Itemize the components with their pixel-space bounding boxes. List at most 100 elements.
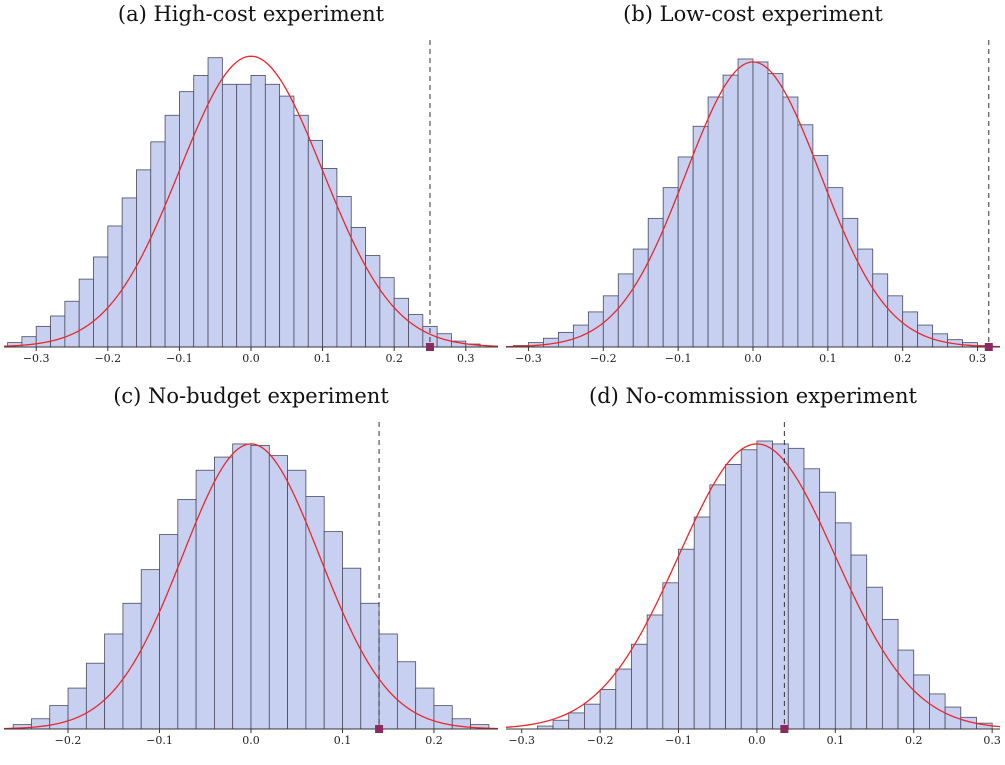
histogram-bar (107, 225, 123, 348)
histogram-bar (707, 96, 724, 348)
histogram-bar (842, 217, 859, 348)
histogram-bar (350, 227, 366, 348)
histogram-bar (164, 114, 180, 348)
x-tick-label: −0.3 (23, 352, 50, 365)
histogram-bar (615, 668, 632, 730)
histogram-bar (725, 464, 742, 730)
histogram-bar (307, 139, 323, 348)
x-tick-label: 0.1 (819, 352, 837, 365)
x-tick-label: −0.1 (665, 734, 692, 747)
histogram-bar (179, 91, 195, 348)
histogram-bar (279, 95, 295, 348)
histogram-bar (177, 499, 197, 730)
panel-title: (c) No-budget experiment (113, 384, 389, 408)
panel-high-cost: (a) High-cost experiment −0.3 −0.2 −0.1 0.0… (0, 0, 502, 382)
x-tick-label: −0.2 (94, 352, 121, 365)
histogram-bar (568, 712, 585, 730)
histogram-bar (379, 277, 395, 348)
histogram-bar (140, 569, 160, 730)
histogram-bar (552, 719, 570, 730)
histogram-bar (872, 273, 889, 348)
histogram-bar (408, 314, 424, 348)
x-tick-label: 0.0 (242, 734, 260, 747)
histogram-bar (136, 169, 152, 348)
histogram-chart: −0.3 −0.2 −0.1 0.0 0.1 0.2 0.3 (505, 422, 1001, 747)
x-tick-label: 0.0 (748, 734, 766, 747)
histogram-bar (433, 705, 453, 730)
histogram-bar (250, 75, 266, 348)
x-tick-label: −0.2 (55, 734, 82, 747)
x-tick-label: 0.2 (894, 352, 912, 365)
histogram-bar (737, 58, 754, 348)
histogram-bar (236, 83, 252, 348)
x-tick-label: 0.1 (334, 734, 352, 747)
histogram-bar (67, 687, 87, 730)
x-tick-label: 0.3 (969, 352, 987, 365)
panel-title: (d) No-commission experiment (589, 384, 917, 408)
panel-no-budget: (c) No-budget experiment −0.2 −0.1 0.0 0.1 0… (0, 382, 502, 764)
histogram-bar (803, 468, 821, 730)
histogram-bar (678, 548, 695, 730)
histogram-bar (393, 297, 409, 348)
histogram-bar (722, 74, 739, 348)
histogram-bar (214, 456, 234, 730)
histogram-bar (322, 168, 338, 348)
histogram-bar (378, 633, 398, 730)
x-tick-label: 0.1 (314, 352, 332, 365)
observed-value-marker (780, 725, 789, 733)
histogram-bar (902, 311, 919, 348)
histogram-bar (646, 614, 664, 730)
x-tick-label: 0.2 (905, 734, 923, 747)
histogram-bar (662, 582, 679, 730)
histogram-bar (782, 96, 799, 348)
x-tick-label: 0.3 (457, 352, 475, 365)
observed-value-marker (375, 725, 384, 733)
normal-fit-curve (505, 443, 1001, 728)
x-tick-label: −0.3 (515, 352, 542, 365)
x-tick-label: 0.0 (242, 352, 260, 365)
histogram-bar (692, 125, 709, 348)
x-tick-label: 0.2 (425, 734, 443, 747)
histogram-bar (268, 455, 288, 730)
histogram-bar (740, 449, 758, 730)
histogram-bar (64, 300, 80, 348)
histogram-bar (834, 522, 852, 730)
normal-fit-curve (3, 55, 499, 347)
normal-fit-curve (505, 61, 1001, 348)
x-tick-label: −0.1 (665, 352, 692, 365)
histogram-bar (221, 83, 238, 348)
x-tick-label: 0.1 (827, 734, 845, 747)
histogram-chart: −0.2 −0.1 0.0 0.1 0.2 (3, 422, 499, 747)
panel-low-cost: (b) Low-cost experiment −0.3 −0.2 −0.1 0.0 0… (502, 0, 1004, 382)
histogram-bar (752, 61, 769, 348)
histogram-bar (193, 75, 209, 348)
histogram-bar (93, 256, 109, 348)
histogram-bar (677, 156, 694, 348)
x-tick-label: −0.3 (508, 734, 535, 747)
histogram-bar (415, 687, 435, 730)
histogram-bar (584, 703, 601, 730)
histogram-bar (336, 196, 352, 348)
histogram-bar (121, 197, 137, 348)
histogram-bar (647, 217, 664, 348)
histogram-bar (897, 649, 915, 730)
histogram-bar (293, 114, 309, 348)
histogram-bar (812, 155, 829, 348)
x-tick-label: −0.2 (590, 352, 617, 365)
histogram-bar (632, 248, 649, 348)
histogram-bar (78, 278, 94, 348)
histogram-bar (396, 661, 417, 730)
x-tick-label: −0.1 (166, 352, 193, 365)
histogram-bar (857, 248, 874, 348)
histogram-bar (85, 662, 106, 730)
panel-no-commission: (d) No-commission experiment −0.3 −0.2 −0.… (502, 382, 1004, 764)
panel-title: (a) High-cost experiment (117, 2, 385, 26)
histogram-bar (617, 273, 634, 348)
histogram-bar (150, 141, 166, 348)
x-tick-label: 0.0 (744, 352, 762, 365)
histogram-bar (709, 484, 726, 730)
histogram-chart: −0.3 −0.2 −0.1 0.0 0.1 0.2 0.3 (3, 40, 499, 365)
panel-title: (b) Low-cost experiment (623, 2, 883, 26)
histogram-bar (587, 311, 604, 348)
histogram-bar (797, 124, 814, 348)
